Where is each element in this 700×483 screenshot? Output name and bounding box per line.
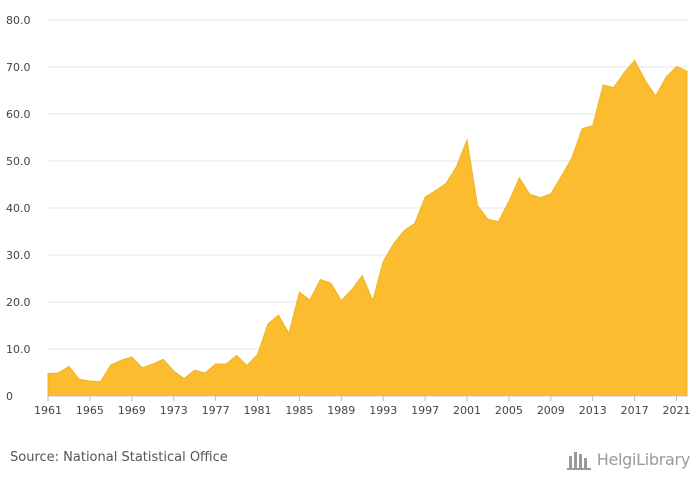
data-point[interactable] <box>517 176 521 180</box>
data-point[interactable] <box>622 71 626 75</box>
data-point[interactable] <box>392 242 396 246</box>
library-building-icon <box>566 452 591 470</box>
area-series <box>46 58 689 397</box>
data-point[interactable] <box>413 222 417 226</box>
data-point[interactable] <box>423 195 427 199</box>
data-point[interactable] <box>77 378 81 382</box>
data-point[interactable] <box>549 192 553 196</box>
data-point[interactable] <box>109 363 113 367</box>
x-tick-label: 1997 <box>411 404 439 417</box>
data-point[interactable] <box>172 369 176 373</box>
data-point[interactable] <box>591 124 595 128</box>
y-tick-label: 80.0 <box>6 14 31 27</box>
x-tick-label: 1961 <box>34 404 62 417</box>
y-tick-label: 50.0 <box>6 155 31 168</box>
data-point[interactable] <box>193 368 197 372</box>
data-point[interactable] <box>455 165 459 169</box>
data-point[interactable] <box>486 217 490 221</box>
data-point[interactable] <box>580 127 584 131</box>
x-tick-label: 2021 <box>663 404 691 417</box>
data-point[interactable] <box>308 298 312 302</box>
helgi-library-logo[interactable]: HelgiLibrary <box>566 446 691 472</box>
data-point[interactable] <box>633 58 637 62</box>
gridlines <box>48 19 687 397</box>
data-point[interactable] <box>256 353 260 357</box>
area-chart: 010.020.030.040.050.060.070.080.0 1961 19… <box>6 14 691 417</box>
data-point[interactable] <box>601 83 605 87</box>
y-tick-label: 60.0 <box>6 108 31 121</box>
x-tick-label: 1993 <box>369 404 397 417</box>
x-tick-label: 2013 <box>579 404 607 417</box>
data-point[interactable] <box>67 364 71 368</box>
x-tick-label: 1969 <box>118 404 146 417</box>
data-point[interactable] <box>475 204 479 208</box>
data-point[interactable] <box>496 220 500 224</box>
x-tick-label: 1981 <box>244 404 272 417</box>
x-tick-label: 1977 <box>202 404 230 417</box>
data-point[interactable] <box>161 357 165 361</box>
data-point[interactable] <box>444 182 448 186</box>
data-point[interactable] <box>276 313 280 317</box>
data-point[interactable] <box>612 86 616 90</box>
data-point[interactable] <box>371 299 375 303</box>
data-point[interactable] <box>570 156 574 160</box>
data-point[interactable] <box>538 196 542 200</box>
data-point[interactable] <box>88 379 92 383</box>
x-tick-label: 1989 <box>327 404 355 417</box>
y-tick-label: 40.0 <box>6 202 31 215</box>
x-tick-label: 2005 <box>495 404 523 417</box>
area-fill <box>47 59 688 397</box>
data-point[interactable] <box>664 75 668 79</box>
data-point[interactable] <box>675 65 679 69</box>
data-point[interactable] <box>360 274 364 278</box>
data-point[interactable] <box>402 229 406 233</box>
data-point[interactable] <box>329 281 333 285</box>
chart-footer: Source: National Statistical Office Helg… <box>0 440 700 483</box>
data-point[interactable] <box>140 366 144 370</box>
x-tick-label: 2017 <box>621 404 649 417</box>
data-point[interactable] <box>266 322 270 326</box>
y-tick-label: 20.0 <box>6 296 31 309</box>
data-point[interactable] <box>507 199 511 203</box>
data-point[interactable] <box>203 371 207 375</box>
data-point[interactable] <box>56 371 60 375</box>
x-tick-label: 1985 <box>285 404 313 417</box>
data-point[interactable] <box>151 362 155 366</box>
data-point[interactable] <box>214 362 218 366</box>
data-point[interactable] <box>182 377 186 381</box>
y-tick-label: 30.0 <box>6 249 31 262</box>
data-point[interactable] <box>46 371 50 375</box>
logo-text: HelgiLibrary <box>596 449 691 469</box>
x-axis: 1961 1965 1969 1973 1977 1981 1985 1989 1993 1997… <box>34 395 691 417</box>
data-point[interactable] <box>235 354 239 358</box>
x-tick-label: 2009 <box>537 404 565 417</box>
y-tick-label: 70.0 <box>6 61 31 74</box>
data-point[interactable] <box>559 175 563 179</box>
data-point[interactable] <box>685 69 689 73</box>
x-tick-label: 1973 <box>160 404 188 417</box>
data-point[interactable] <box>643 78 647 82</box>
data-point[interactable] <box>98 380 102 384</box>
data-point[interactable] <box>654 94 658 98</box>
data-point[interactable] <box>318 277 322 281</box>
data-point[interactable] <box>350 288 354 292</box>
x-tick-label: 2001 <box>453 404 481 417</box>
data-point[interactable] <box>297 290 301 294</box>
data-point[interactable] <box>339 299 343 303</box>
y-tick-label: 0 <box>6 390 13 403</box>
y-tick-label: 10.0 <box>6 343 31 356</box>
data-point[interactable] <box>130 355 134 359</box>
data-point[interactable] <box>465 138 469 142</box>
data-point[interactable] <box>381 260 385 264</box>
data-point[interactable] <box>224 362 228 366</box>
data-point[interactable] <box>119 358 123 362</box>
y-axis: 0 10.0 20.0 30.0 40.0 50.0 60.0 70.0 80.0 <box>6 14 31 403</box>
data-point[interactable] <box>434 189 438 193</box>
data-point[interactable] <box>287 331 291 335</box>
x-tick-label: 1965 <box>76 404 104 417</box>
data-point[interactable] <box>528 192 532 196</box>
data-point[interactable] <box>245 363 249 367</box>
source-note: Source: National Statistical Office <box>10 450 228 465</box>
